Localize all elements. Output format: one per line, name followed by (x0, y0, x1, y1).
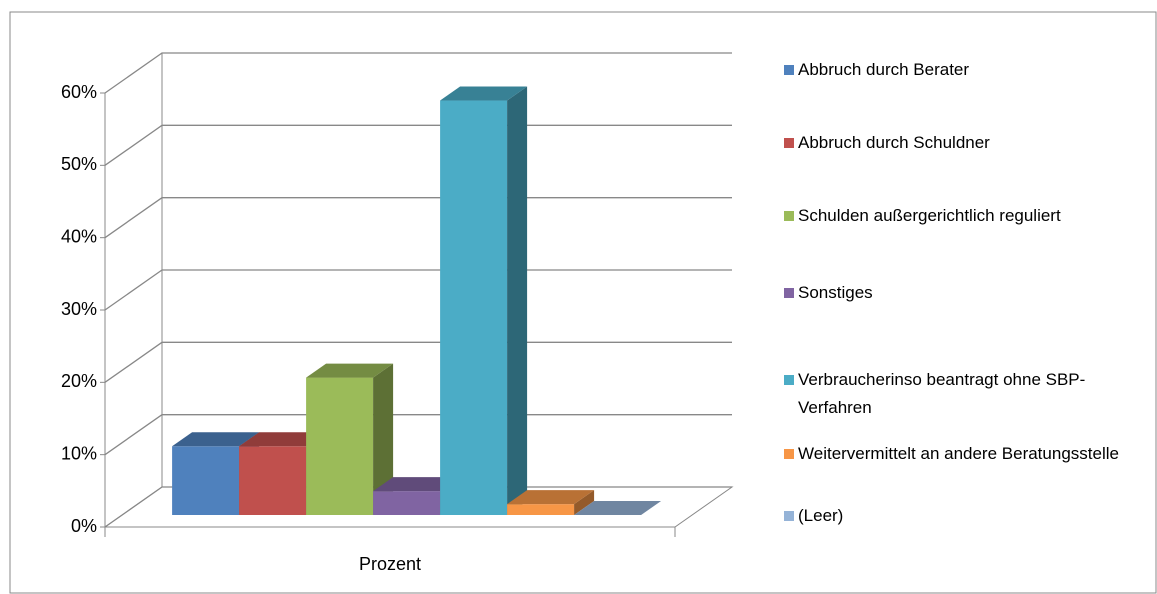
legend-entry: Sonstiges (784, 279, 1144, 307)
legend-label: Abbruch durch Berater (798, 60, 970, 79)
legend-swatch (784, 211, 794, 221)
y-tick-label: 0% (71, 516, 97, 536)
legend-label: Sonstiges (798, 283, 873, 302)
legend-swatch (784, 449, 794, 459)
bar (239, 446, 307, 515)
bar (306, 377, 374, 515)
y-tick-label: 30% (61, 299, 97, 319)
grid-line (104, 197, 732, 239)
grid-line (104, 486, 732, 528)
y-tick-label: 60% (61, 82, 97, 102)
y-tick-label: 10% (61, 443, 97, 463)
grid-line (104, 52, 732, 94)
y-tick-label: 50% (61, 154, 97, 174)
legend-entry: Verbraucherinso beantragt ohne SBP-Verfa… (784, 366, 1144, 422)
legend-entry: Abbruch durch Schuldner (784, 129, 1144, 157)
legend-entry: Schulden außergerichtlich reguliert (784, 202, 1144, 230)
legend-swatch (784, 375, 794, 385)
bar-top (507, 490, 595, 505)
legend-entry: Abbruch durch Berater (784, 56, 1144, 84)
x-tick-label: Prozent (359, 554, 421, 574)
bar (440, 100, 508, 515)
legend-label: Verbraucherinso beantragt ohne SBP-Verfa… (798, 370, 1086, 417)
legend-label: Schulden außergerichtlich reguliert (798, 206, 1061, 225)
grid-line (104, 414, 732, 456)
bar (507, 504, 575, 515)
grid-line (104, 124, 732, 166)
y-tick-label: 40% (61, 226, 97, 246)
bar-side (373, 363, 394, 515)
legend-swatch (784, 511, 794, 521)
bar-top (306, 363, 394, 378)
bar (373, 491, 441, 515)
grid-line (104, 269, 732, 311)
bar-top (440, 86, 528, 101)
bar-top (373, 477, 461, 492)
legend-label: Abbruch durch Schuldner (798, 133, 990, 152)
grid-line (104, 341, 732, 383)
y-tick-label: 20% (61, 371, 97, 391)
bar (172, 446, 240, 515)
legend-swatch (784, 288, 794, 298)
bar-top (239, 432, 327, 447)
bar-top (172, 432, 260, 447)
bar-side (507, 86, 528, 515)
legend-swatch (784, 138, 794, 148)
legend-entry: Weitervermittelt an andere Beratungsstel… (784, 440, 1144, 468)
legend-entry: (Leer) (784, 502, 1144, 530)
legend-label: (Leer) (798, 506, 844, 525)
bar-top (574, 501, 662, 515)
bar-side (574, 490, 595, 515)
legend-label: Weitervermittelt an andere Beratungsstel… (798, 444, 1119, 463)
legend-swatch (784, 65, 794, 75)
